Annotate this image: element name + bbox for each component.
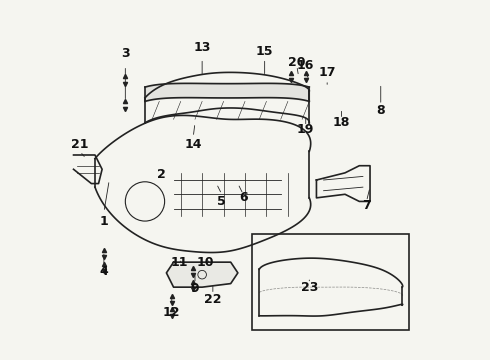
Text: 2: 2 [157,168,166,181]
Text: 8: 8 [376,104,385,117]
Text: 23: 23 [300,281,318,294]
Polygon shape [167,262,238,287]
Text: 13: 13 [194,41,211,54]
Text: 5: 5 [218,195,226,208]
Text: 18: 18 [333,116,350,129]
Text: 14: 14 [184,138,202,151]
Text: 21: 21 [71,138,89,151]
Text: 3: 3 [121,47,130,60]
Text: 22: 22 [204,293,221,306]
Text: 7: 7 [362,198,371,212]
Text: 6: 6 [239,192,247,204]
Text: 1: 1 [99,215,108,228]
Text: 12: 12 [163,306,180,319]
Text: 16: 16 [297,59,315,72]
Text: 20: 20 [288,55,306,69]
Text: 19: 19 [297,123,315,136]
Text: 11: 11 [170,256,188,269]
Text: 17: 17 [318,66,336,79]
Text: 4: 4 [99,265,108,278]
Text: 15: 15 [256,45,273,58]
Text: 9: 9 [191,283,199,296]
Text: 10: 10 [197,256,215,269]
